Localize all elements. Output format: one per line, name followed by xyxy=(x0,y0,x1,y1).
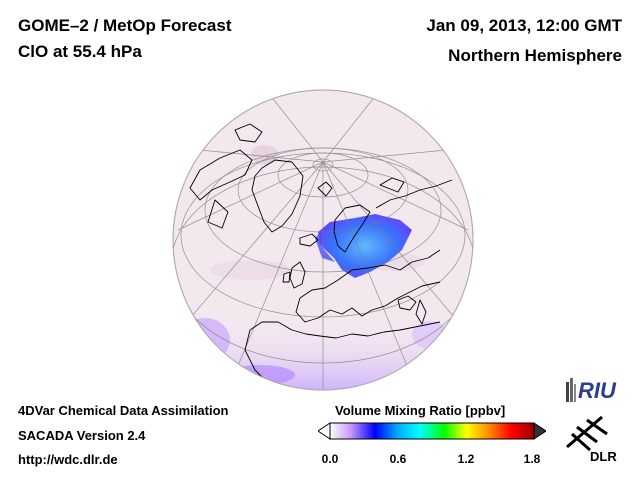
species-level-title: ClO at 55.4 hPa xyxy=(18,42,142,61)
footer-assimilation: 4DVar Chemical Data Assimilation xyxy=(18,403,229,418)
legend-tick: 0.0 xyxy=(321,452,339,466)
colorbar xyxy=(318,422,546,440)
footer-version: SACADA Version 2.4 xyxy=(18,428,146,443)
footer-url[interactable]: http://wdc.dlr.de xyxy=(18,452,118,467)
product-title: GOME–2 / MetOp Forecast xyxy=(18,16,232,35)
clo-high-region xyxy=(318,214,412,278)
legend-tick: 1.2 xyxy=(457,452,475,466)
dlr-logo-text: DLR xyxy=(590,449,617,464)
riu-logo: RIU xyxy=(566,378,617,403)
legend-tick: 0.6 xyxy=(389,452,407,466)
legend-tick: 1.8 xyxy=(523,452,541,466)
datetime-title: Jan 09, 2013, 12:00 GMT xyxy=(426,16,622,35)
riu-logo-text: RIU xyxy=(578,378,617,403)
graticule xyxy=(173,94,473,390)
colorbar-max-arrow xyxy=(533,422,546,440)
coastlines xyxy=(189,123,453,386)
region-title: Northern Hemisphere xyxy=(448,46,622,65)
legend-title: Volume Mixing Ratio [ppbv] xyxy=(335,403,506,418)
dlr-logo-mark xyxy=(566,415,608,452)
colorbar-min-arrow xyxy=(318,422,331,440)
